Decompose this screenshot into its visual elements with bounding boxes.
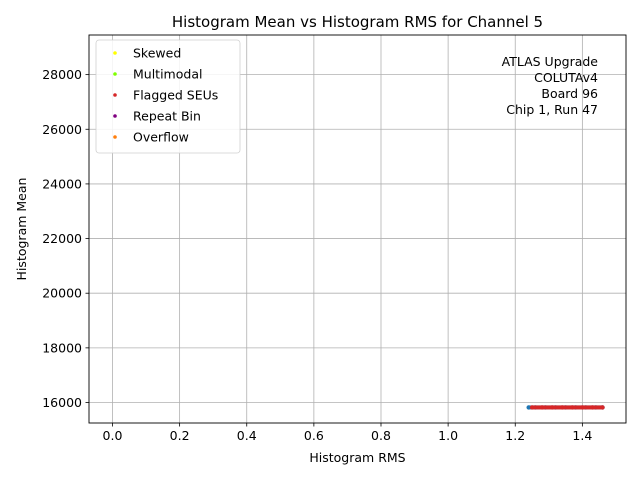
legend-marker [113, 135, 117, 139]
x-tick-label: 0.2 [170, 428, 190, 443]
y-tick-label: 20000 [42, 286, 82, 301]
axis-ticks: 0.0 0.2 0.4 0.6 0.8 1.0 1.2 1.4 16000 18000 20000 2… [42, 67, 592, 443]
y-tick-label: 28000 [42, 67, 82, 82]
data-points [526, 405, 605, 410]
legend: Skewed Multimodal Flagged SEUs Repeat Bin Ov… [95, 39, 241, 154]
y-tick-label: 18000 [42, 340, 82, 355]
legend-label: Multimodal [133, 67, 202, 82]
legend-label: Repeat Bin [133, 109, 201, 124]
legend-marker [113, 72, 117, 76]
x-tick-label: 0.6 [304, 428, 324, 443]
y-tick-label: 22000 [42, 231, 82, 246]
annotation-line: Board 96 [541, 86, 598, 101]
x-tick-label: 1.4 [572, 428, 592, 443]
plot-area-frame [88, 34, 627, 424]
legend-box [95, 39, 241, 154]
legend-label: Skewed [133, 46, 181, 61]
y-tick-label: 26000 [42, 122, 82, 137]
x-tick-label: 0.4 [237, 428, 257, 443]
series-flagged-seus [529, 405, 605, 410]
chart-title: Histogram Mean vs Histogram RMS for Chan… [172, 13, 543, 31]
x-tick-label: 1.0 [438, 428, 458, 443]
legend-label: Flagged SEUs [133, 88, 218, 103]
legend-label: Overflow [133, 130, 189, 145]
y-tick-label: 24000 [42, 176, 82, 191]
annotation-line: ATLAS Upgrade [502, 54, 599, 69]
legend-marker [113, 114, 117, 118]
y-tick-label: 16000 [42, 395, 82, 410]
grid-lines [89, 35, 626, 423]
x-tick-label: 0.8 [371, 428, 391, 443]
data-point [600, 405, 605, 410]
annotation-line: Chip 1, Run 47 [506, 102, 598, 117]
x-tick-label: 0.0 [103, 428, 123, 443]
legend-marker [113, 93, 117, 97]
y-axis-title: Histogram Mean [14, 178, 29, 281]
annotation-line: COLUTAv4 [534, 70, 598, 85]
x-tick-label: 1.2 [505, 428, 525, 443]
x-axis-title: Histogram RMS [309, 450, 405, 465]
legend-marker [113, 51, 117, 55]
